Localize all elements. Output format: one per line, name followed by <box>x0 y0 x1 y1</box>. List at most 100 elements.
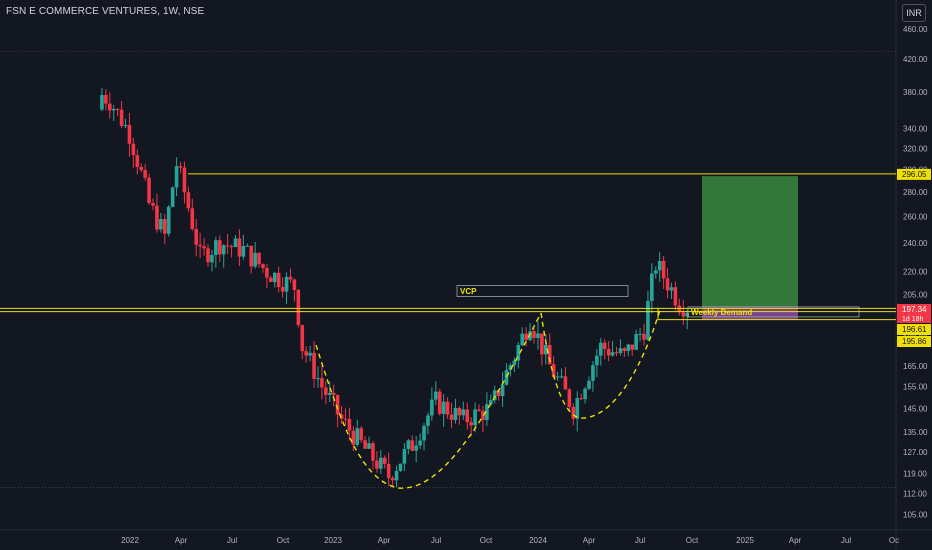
candle-body <box>225 245 230 247</box>
y-tick-label: 260.00 <box>903 213 928 222</box>
y-tick-label: 105.00 <box>903 510 928 519</box>
candle-body <box>269 277 273 283</box>
x-tick-label: Apr <box>378 536 391 545</box>
candle-body <box>351 430 356 445</box>
candle-body <box>477 409 481 411</box>
price-tag-current: 197.34 1d 18h <box>897 304 931 323</box>
candle-body <box>359 428 363 441</box>
candle-body <box>410 440 415 451</box>
candle-body <box>107 103 112 111</box>
candle-body <box>394 470 399 481</box>
y-tick-label: 320.00 <box>903 144 928 153</box>
candle-body <box>650 273 654 301</box>
candle-body <box>532 331 536 338</box>
candle-body <box>390 478 395 481</box>
candle-body <box>520 333 525 346</box>
position-zones <box>702 176 798 320</box>
candle-body <box>598 342 603 356</box>
target-zone <box>702 176 798 308</box>
candle-body <box>335 395 340 415</box>
candle-body <box>579 398 583 400</box>
candle-body <box>100 94 104 110</box>
candle-body <box>551 364 556 378</box>
x-tick-label: Apr <box>175 536 188 545</box>
candle-body <box>496 390 501 397</box>
y-tick-label: 119.00 <box>903 469 927 478</box>
candle-body <box>284 276 289 292</box>
y-tick-label: 135.00 <box>903 428 928 437</box>
candle-body <box>634 334 638 350</box>
candle-body <box>602 342 607 350</box>
candle-body <box>265 267 269 278</box>
candle-body <box>445 401 450 415</box>
candle-body <box>245 245 250 247</box>
candle-body <box>316 378 320 380</box>
weekly-demand-label: Weekly Demand <box>691 308 752 317</box>
price-axis: 460.00420.00380.00340.00320.00300.00280.… <box>897 25 931 519</box>
x-tick-label: 2024 <box>529 536 547 545</box>
candle-body <box>449 414 454 420</box>
candle-body <box>422 425 426 441</box>
candle-body <box>630 344 635 350</box>
candle-body <box>320 378 324 388</box>
y-tick-label: 420.00 <box>903 55 928 64</box>
candle-body <box>504 370 509 385</box>
candle-body <box>343 418 348 420</box>
candle-body <box>300 325 305 352</box>
candle-body <box>559 376 564 378</box>
vcp-label: VCP <box>460 287 477 296</box>
candle-body <box>610 352 615 356</box>
price-tag-296: 296.05 <box>897 168 931 180</box>
candle-body <box>155 205 159 230</box>
y-tick-label: 240.00 <box>903 239 928 248</box>
candle-body <box>214 240 218 255</box>
x-tick-label: Oct <box>686 536 699 545</box>
candle-body <box>159 219 163 230</box>
candle-body <box>614 352 619 354</box>
price-tag-296-bg <box>897 168 931 180</box>
candle-body <box>249 245 254 267</box>
currency-button[interactable]: INR <box>902 4 926 22</box>
candle-body <box>233 238 238 247</box>
candle-body <box>547 344 552 365</box>
price-tag-296-text: 296.05 <box>902 170 927 179</box>
candle-body <box>151 203 155 206</box>
candle-body <box>339 414 344 419</box>
candle-body <box>583 388 587 400</box>
x-tick-label: Oct <box>277 536 290 545</box>
candle-body <box>367 443 371 449</box>
candle-body <box>182 167 187 193</box>
candle-body <box>430 399 434 416</box>
candle-body <box>166 206 171 234</box>
candle-body <box>622 348 627 351</box>
stop-zone <box>702 307 798 320</box>
candle-body <box>375 460 379 469</box>
price-tag-19661: 196.61 <box>897 324 931 335</box>
x-tick-label: Jul <box>227 536 237 545</box>
candle-body <box>646 300 650 340</box>
candle-body <box>379 457 383 469</box>
candle-body <box>217 240 222 255</box>
candle-body <box>202 246 206 249</box>
candle-body <box>119 109 124 126</box>
candle-body <box>241 246 246 257</box>
candle-body <box>402 449 407 464</box>
candle-body <box>257 252 261 265</box>
candle-body <box>371 443 375 461</box>
candle-body <box>673 287 678 306</box>
candle-body <box>386 464 391 479</box>
candle-body <box>170 187 175 207</box>
candle-body <box>221 245 226 255</box>
candle-body <box>516 345 521 361</box>
candle-body <box>685 312 690 317</box>
candle-body <box>104 94 108 104</box>
x-tick-label: 2022 <box>121 536 139 545</box>
candle-body <box>229 246 234 248</box>
candle-body <box>500 384 505 397</box>
candle-body <box>512 360 517 366</box>
candle-body <box>406 440 411 450</box>
candle-body <box>139 167 144 170</box>
candle-body <box>524 333 528 341</box>
candle-body <box>563 376 568 390</box>
